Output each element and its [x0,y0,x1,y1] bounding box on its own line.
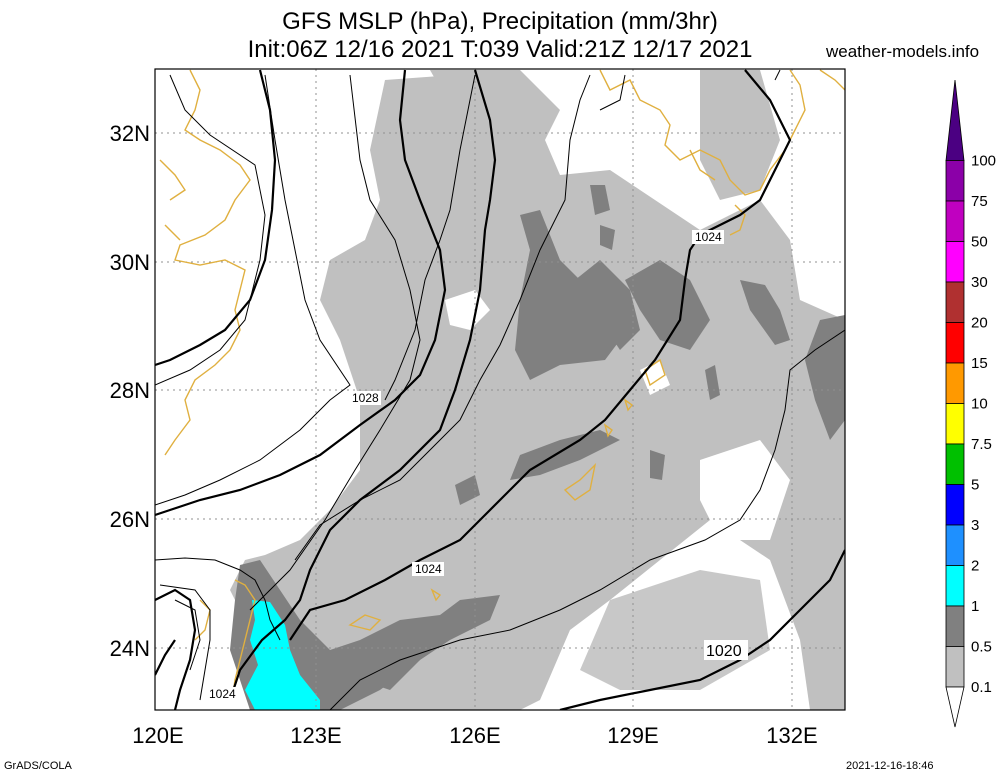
lat-label: 28N [110,378,150,403]
footer-timestamp: 2021-12-16-18:46 [846,760,934,772]
precip-cyan-area [245,600,320,710]
colorbar-swatch [945,322,965,364]
colorbar-label: 7.5 [971,436,992,453]
colorbar-label: 3 [971,517,979,534]
longitude-labels: 120E 123E 126E 129E 132E [132,723,817,748]
colorbar-swatch [945,605,965,647]
colorbar-label: 1 [971,598,979,615]
colorbar-label: 0.1 [971,679,992,696]
lat-label: 30N [110,250,150,275]
isobar-label: 1024 [209,687,236,701]
colorbar-label: 20 [971,315,988,332]
isobar-label: 1020 [706,643,742,660]
coastlines [159,69,845,701]
lon-label: 120E [132,723,183,748]
isobar-labels: 1028 1024 1024 1024 1020 [206,230,748,701]
colorbar-label: 0.5 [971,639,992,656]
isobars-thin [155,69,845,710]
footer-software: GrADS/COLA [4,760,72,772]
colorbar-swatch [945,403,965,445]
colorbar-label: 2 [971,558,979,575]
colorbar-swatch [945,484,965,526]
colorbar: 100 75 50 30 20 15 10 7.5 5 3 2 1 0.5 0.1 [945,79,996,728]
grid-lines [155,69,845,710]
isobar-label: 1024 [415,562,442,576]
colorbar-swatch [945,524,965,566]
title-line-2: Init:06Z 12/16 2021 T:039 Valid:21Z 12/1… [247,36,753,63]
colorbar-label: 5 [971,477,979,494]
colorbar-swatch [945,565,965,607]
lon-label: 129E [607,723,658,748]
isobar-label: 1024 [695,230,722,244]
colorbar-swatch [945,686,965,728]
colorbar-swatch [945,79,965,161]
map-area: 1028 1024 1024 1024 1020 [155,69,845,710]
colorbar-label: 15 [971,355,988,372]
colorbar-swatch [945,200,965,242]
map-frame [154,68,846,711]
lat-label: 32N [110,121,150,146]
colorbar-swatch [945,443,965,485]
latitude-labels: 32N 30N 28N 26N 24N [110,121,150,661]
lon-label: 123E [290,723,341,748]
colorbar-label: 10 [971,396,988,413]
colorbar-swatch [945,362,965,404]
lon-label: 126E [449,723,500,748]
colorbar-label: 30 [971,274,988,291]
title-line-1: GFS MSLP (hPa), Precipitation (mm/3hr) [282,8,718,35]
site-name: weather-models.info [826,42,980,61]
lat-label: 26N [110,507,150,532]
colorbar-swatch [945,646,965,688]
isobar-label: 1028 [352,391,379,405]
colorbar-swatch [945,281,965,323]
colorbar-label: 50 [971,234,988,251]
lon-label: 132E [766,723,817,748]
colorbar-label: 75 [971,193,988,210]
precip-light-shading [230,70,845,710]
colorbar-swatch [945,241,965,283]
lat-label: 24N [110,636,150,661]
colorbar-label: 100 [971,153,996,170]
colorbar-swatch [945,160,965,202]
